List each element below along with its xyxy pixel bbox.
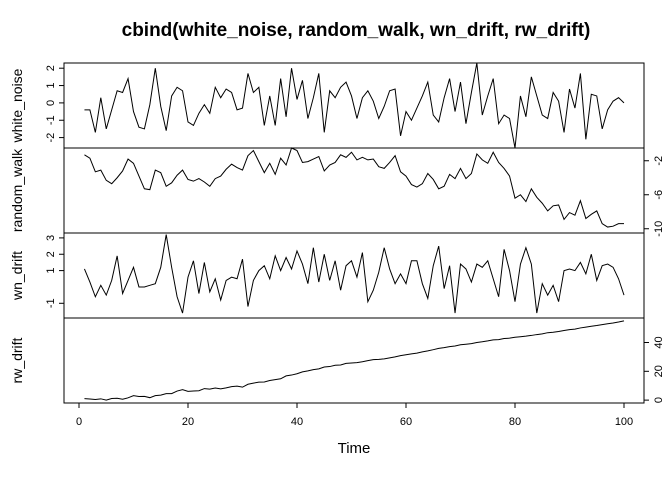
y-tick-label: 0: [45, 100, 57, 106]
panel-frame: [63, 317, 645, 404]
panel-ylabel: wn_drift: [9, 251, 25, 301]
panel-ylabel: random_walk: [9, 148, 25, 232]
series-line: [84, 62, 625, 149]
y-tick-label: 0: [653, 397, 665, 403]
y-tick-label: 1: [45, 82, 57, 88]
x-tick-label: 40: [291, 416, 303, 428]
x-axis-title: Time: [338, 440, 371, 457]
x-tick-label: 100: [615, 416, 633, 428]
y-tick-label: 40: [653, 336, 665, 348]
panel-wn-drift: wn_drift -1 1 2 3: [9, 232, 645, 319]
x-tick-label: 80: [509, 416, 521, 428]
series-line: [83, 234, 625, 314]
x-tick-label: 20: [182, 416, 194, 428]
y-tick-label: -1: [45, 115, 57, 125]
series-line: [84, 320, 625, 401]
panel-rw-drift: rw_drift 0 20 40: [9, 317, 665, 404]
panel-white-noise: white_noise -2 -1 0 1 2: [9, 62, 645, 149]
x-tick-label: 0: [76, 416, 82, 428]
panel-frame: [63, 232, 645, 319]
x-tick-label: 60: [400, 416, 412, 428]
y-tick-label: 2: [45, 65, 57, 71]
panel-random-walk: random_walk -10 -6 -2: [9, 147, 665, 237]
y-tick-label: -2: [45, 133, 57, 143]
y-tick-label: 3: [45, 235, 57, 241]
x-axis: 0 20 40 60 80 100: [76, 403, 633, 428]
y-tick-label: 1: [45, 268, 57, 274]
y-tick-label: -10: [653, 221, 665, 237]
panel-frame: [63, 147, 645, 234]
y-tick-label: -2: [653, 156, 665, 166]
y-tick-label: -1: [45, 298, 57, 308]
y-tick-label: 2: [45, 251, 57, 257]
panel-ylabel: white_noise: [9, 68, 25, 143]
y-tick-label: 20: [653, 365, 665, 377]
panel-ylabel: rw_drift: [9, 337, 25, 383]
chart-title: cbind(white_noise, random_walk, wn_drift…: [122, 20, 591, 41]
series-line: [84, 147, 624, 228]
y-tick-label: -6: [653, 190, 665, 200]
